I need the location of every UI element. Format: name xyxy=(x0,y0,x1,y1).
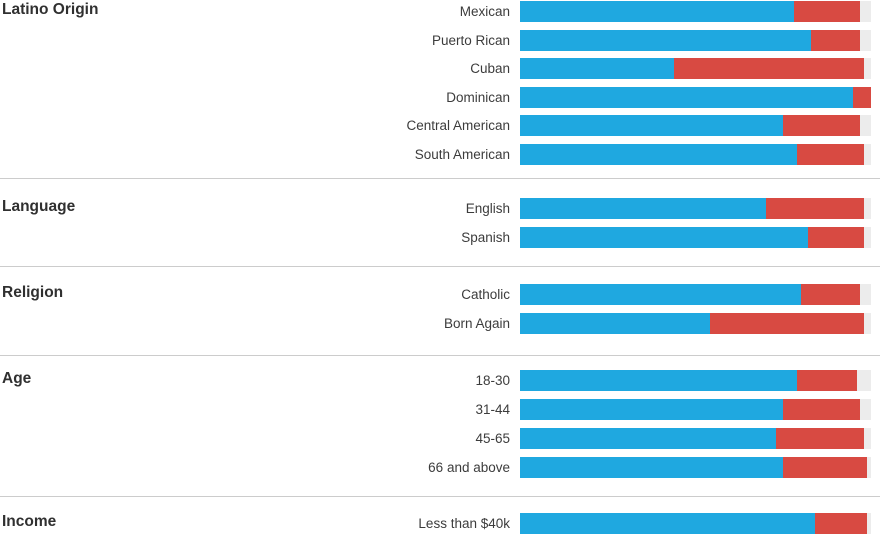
row-label: 66 and above xyxy=(428,460,510,475)
red-bar-segment xyxy=(853,87,871,108)
row-label: Less than $40k xyxy=(418,516,510,531)
blue-bar-segment xyxy=(520,30,812,51)
blue-bar-segment xyxy=(520,399,784,420)
bar-row: 45-65 xyxy=(0,428,880,449)
bar-track xyxy=(520,115,871,136)
row-label: Catholic xyxy=(461,287,510,302)
blue-bar-segment xyxy=(520,370,798,391)
group-header-latino-origin: Latino Origin xyxy=(2,1,99,18)
group-header-income: Income xyxy=(2,513,57,530)
bar-row: Catholic xyxy=(0,284,880,305)
red-bar-segment xyxy=(814,513,868,534)
bar-track xyxy=(520,198,871,219)
red-bar-segment xyxy=(674,58,864,79)
section-divider xyxy=(0,178,880,179)
red-bar-segment xyxy=(765,198,864,219)
row-label: Mexican xyxy=(459,4,510,19)
bar-row: English xyxy=(0,198,880,219)
bar-row: Spanish xyxy=(0,227,880,248)
bar-row: 31-44 xyxy=(0,399,880,420)
bar-track xyxy=(520,399,871,420)
section-divider xyxy=(0,355,880,356)
red-bar-segment xyxy=(793,1,861,22)
red-bar-segment xyxy=(807,227,864,248)
blue-bar-segment xyxy=(520,115,784,136)
bar-track xyxy=(520,227,871,248)
bar-track xyxy=(520,513,871,534)
row-label: South American xyxy=(414,147,510,162)
red-bar-segment xyxy=(709,313,864,334)
bar-track xyxy=(520,144,871,165)
blue-bar-segment xyxy=(520,58,675,79)
blue-bar-segment xyxy=(520,457,784,478)
bar-row: 18-30 xyxy=(0,370,880,391)
group-header-language: Language xyxy=(2,198,76,215)
red-bar-segment xyxy=(783,115,861,136)
blue-bar-segment xyxy=(520,227,808,248)
row-label: Puerto Rican xyxy=(431,33,510,48)
bar-row: Born Again xyxy=(0,313,880,334)
bar-track xyxy=(520,370,871,391)
blue-bar-segment xyxy=(520,513,815,534)
blue-bar-segment xyxy=(520,313,710,334)
red-bar-segment xyxy=(797,144,864,165)
bar-row: South American xyxy=(0,144,880,165)
bar-track xyxy=(520,1,871,22)
bar-track xyxy=(520,457,871,478)
blue-bar-segment xyxy=(520,198,766,219)
bar-row: Puerto Rican xyxy=(0,30,880,51)
bar-row: Less than $40k xyxy=(0,513,880,534)
red-bar-segment xyxy=(797,370,857,391)
bar-row: Central American xyxy=(0,115,880,136)
row-label: Dominican xyxy=(446,90,510,105)
row-label: 31-44 xyxy=(475,402,510,417)
bar-track xyxy=(520,284,871,305)
blue-bar-segment xyxy=(520,428,777,449)
red-bar-segment xyxy=(811,30,861,51)
row-label: Born Again xyxy=(443,316,510,331)
row-label: Spanish xyxy=(461,230,510,245)
section-divider xyxy=(0,266,880,267)
blue-bar-segment xyxy=(520,1,794,22)
group-header-age: Age xyxy=(2,370,32,387)
bar-row: Cuban xyxy=(0,58,880,79)
bar-track xyxy=(520,58,871,79)
section-divider xyxy=(0,496,880,497)
row-label: Cuban xyxy=(470,61,510,76)
bar-track xyxy=(520,428,871,449)
red-bar-segment xyxy=(783,457,868,478)
blue-bar-segment xyxy=(520,284,801,305)
bar-row: 66 and above xyxy=(0,457,880,478)
red-bar-segment xyxy=(800,284,861,305)
bar-track xyxy=(520,313,871,334)
red-bar-segment xyxy=(783,399,861,420)
group-header-religion: Religion xyxy=(2,284,64,301)
red-bar-segment xyxy=(776,428,864,449)
bar-track xyxy=(520,87,871,108)
row-label: Central American xyxy=(406,118,510,133)
bar-row: Dominican xyxy=(0,87,880,108)
blue-bar-segment xyxy=(520,87,854,108)
blue-bar-segment xyxy=(520,144,798,165)
bar-track xyxy=(520,30,871,51)
row-label: 18-30 xyxy=(475,373,510,388)
bar-row: Mexican xyxy=(0,1,880,22)
row-label: English xyxy=(465,201,510,216)
row-label: 45-65 xyxy=(475,431,510,446)
